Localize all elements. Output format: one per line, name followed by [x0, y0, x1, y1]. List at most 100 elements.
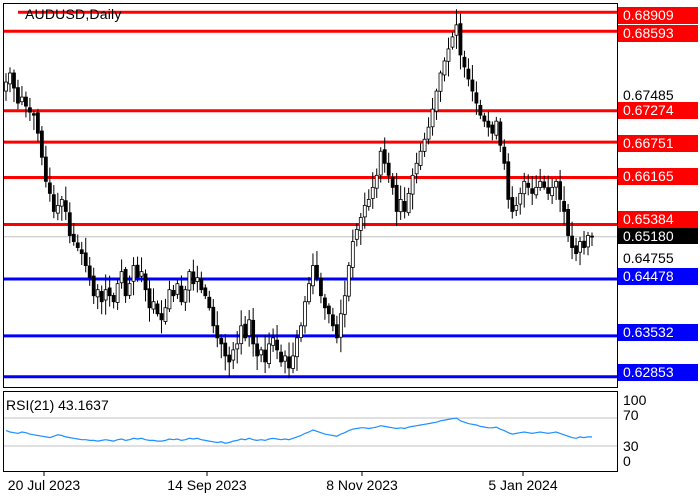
- candle-body: [199, 278, 204, 291]
- candle-body: [251, 319, 256, 345]
- candle-body: [494, 120, 499, 136]
- candle-body: [219, 337, 224, 345]
- candle-body: [127, 283, 132, 296]
- candle-body: [578, 241, 582, 253]
- candle-body: [231, 349, 236, 361]
- candle-body: [59, 199, 64, 207]
- candle-body: [263, 349, 268, 363]
- candle-body: [518, 192, 523, 205]
- candle-body: [534, 186, 539, 196]
- candle-body: [111, 295, 116, 303]
- candle-body: [51, 194, 56, 212]
- candle-body: [446, 48, 451, 62]
- resistance-level-label: 0.68909: [618, 7, 698, 24]
- candle-body: [414, 162, 419, 175]
- candle-body: [502, 146, 507, 164]
- candle-body: [167, 289, 172, 310]
- candle-body: [538, 180, 543, 188]
- levels-layer: [4, 10, 617, 379]
- candle-body: [374, 174, 379, 189]
- candle-body: [350, 241, 355, 268]
- price-pane-frame: [3, 3, 618, 388]
- candle-body: [47, 182, 52, 194]
- candle-body: [319, 277, 323, 297]
- candle-body: [358, 217, 363, 231]
- candle-body: [203, 287, 208, 297]
- candle-body: [207, 296, 212, 309]
- candle-body: [326, 305, 331, 315]
- candle-body: [442, 60, 447, 76]
- candle-body: [362, 205, 367, 218]
- candle-body: [267, 343, 272, 364]
- rsi-axis-tick: 0: [623, 453, 631, 469]
- candle-body: [83, 252, 88, 267]
- support-level-label: 0.64478: [618, 268, 698, 285]
- candle-body: [71, 233, 76, 242]
- candle-body: [35, 112, 40, 134]
- candle-body: [510, 197, 515, 212]
- candle-body: [558, 181, 563, 200]
- candle-body: [474, 92, 479, 104]
- candle-body: [32, 113, 36, 116]
- candle-body: [291, 355, 295, 369]
- chart-title: AUDUSD,Daily: [25, 6, 122, 22]
- x-axis-label: 20 Jul 2023: [7, 477, 81, 493]
- candle-body: [28, 107, 32, 113]
- candle-body: [323, 297, 327, 309]
- candle-body: [87, 265, 92, 279]
- candle-body: [546, 187, 551, 194]
- candle-body: [63, 200, 68, 212]
- candle-body: [211, 306, 216, 327]
- candle-body: [159, 313, 164, 321]
- candle-body: [458, 23, 463, 56]
- candle-body: [466, 68, 471, 80]
- candle-body: [378, 150, 383, 176]
- candle-body: [426, 126, 431, 140]
- candle-body: [506, 161, 511, 200]
- resistance-level-label: 0.65384: [618, 211, 698, 228]
- candle-body: [566, 208, 570, 236]
- x-axis-label: 14 Sep 2023: [167, 477, 247, 493]
- candle-body: [406, 192, 411, 214]
- candle-body: [330, 314, 335, 327]
- candle-body: [482, 115, 487, 122]
- candle-body: [143, 273, 148, 291]
- candle-body: [454, 24, 459, 36]
- candle-body: [175, 283, 180, 295]
- candle-body: [287, 356, 291, 369]
- candle-body: [119, 271, 124, 284]
- candle-body: [486, 120, 491, 128]
- resistance-level-label: 0.68593: [618, 25, 698, 42]
- candle-body: [382, 149, 387, 164]
- candle-body: [562, 201, 566, 212]
- candle-body: [586, 235, 590, 248]
- candle-body: [390, 176, 395, 188]
- candle-body: [394, 184, 399, 212]
- candle-body: [16, 87, 20, 104]
- candle-body: [55, 205, 60, 214]
- candle-body: [450, 36, 455, 48]
- candle-body: [311, 265, 315, 287]
- candle-body: [107, 287, 112, 297]
- candle-body: [346, 265, 351, 297]
- candle-body: [526, 182, 531, 188]
- current-price-label: 0.65180: [618, 228, 698, 244]
- candle-body: [235, 343, 240, 350]
- candle-body: [271, 337, 275, 346]
- candle-body: [315, 264, 319, 279]
- x-axis-label: 5 Jan 2024: [488, 477, 558, 493]
- candle-body: [490, 124, 495, 134]
- candle-body: [438, 72, 443, 92]
- support-level-label: 0.62853: [618, 364, 698, 381]
- candle-body: [151, 301, 156, 310]
- candle-body: [470, 79, 475, 92]
- candle-body: [590, 235, 594, 238]
- candle-body: [99, 291, 104, 303]
- candle-body: [155, 303, 160, 315]
- candle-body: [366, 199, 371, 207]
- candle-body: [259, 349, 264, 356]
- candle-body: [171, 289, 176, 297]
- candle-body: [191, 271, 196, 285]
